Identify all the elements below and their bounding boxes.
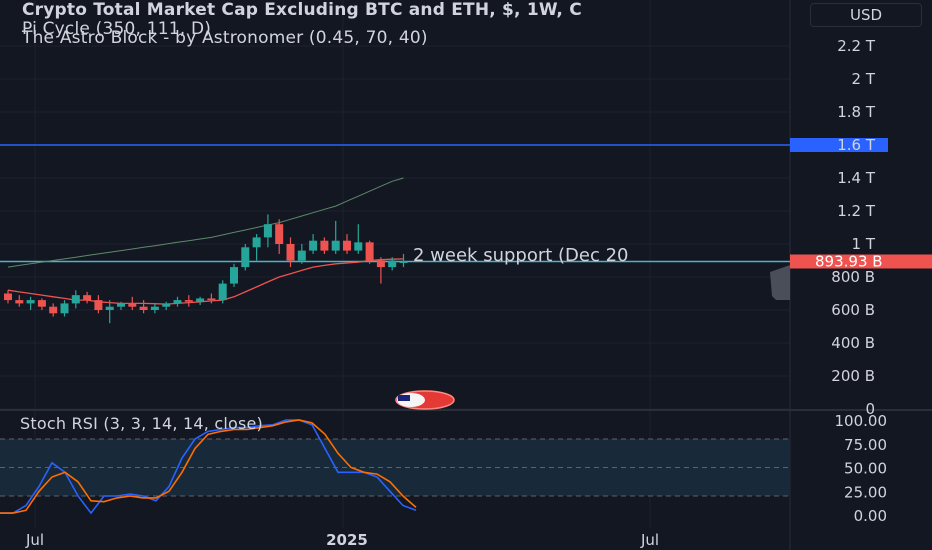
candle-body — [218, 283, 227, 301]
candle-body — [196, 298, 205, 302]
candle-body — [150, 306, 159, 310]
indicator-astro-block[interactable]: The Astro Block - by Astronomer (0.45, 7… — [22, 28, 428, 48]
current-price-tag — [790, 254, 932, 269]
candles — [4, 214, 408, 324]
candle-body — [94, 300, 103, 310]
candle-body — [173, 300, 182, 304]
candle-body — [26, 300, 35, 304]
stoch-rsi-title[interactable]: Stoch RSI (3, 3, 14, 14, close) — [20, 414, 263, 433]
chart-title: Crypto Total Market Cap Excluding BTC an… — [22, 0, 582, 20]
stoch-rsi-plot — [0, 419, 417, 515]
candle-body — [230, 267, 238, 284]
stoch-tick-label: 50.00 — [844, 460, 887, 478]
indicator-lines — [0, 144, 790, 305]
candle-body — [365, 242, 374, 261]
currency-button[interactable]: USD — [810, 3, 922, 27]
stoch-tick-label: 0.00 — [854, 507, 887, 525]
candle-body — [37, 300, 46, 307]
price-tick-label: 2.2 T — [837, 37, 876, 55]
candle-body — [4, 293, 12, 301]
support-annotation: 2 week support (Dec 20 — [413, 245, 629, 266]
candle-body — [252, 237, 261, 248]
stoch-tick-label: 100.00 — [835, 412, 888, 430]
price-tick-label: 600 B — [831, 301, 875, 319]
candle-body — [15, 300, 24, 304]
candle-body — [71, 295, 80, 304]
candle-body — [117, 303, 125, 307]
candle-body — [286, 244, 295, 261]
candle-body — [275, 224, 284, 244]
candle-body — [60, 303, 69, 314]
candle-body — [241, 247, 250, 268]
indicator-pi-cycle[interactable]: Pi Cycle (350, 111, D) — [22, 19, 212, 39]
candle-body — [331, 240, 340, 251]
candle-body — [309, 240, 318, 251]
price-tick-label: 800 B — [831, 268, 875, 286]
candle-body — [83, 295, 92, 301]
candle-body — [376, 260, 385, 268]
price-tick-label: 1.4 T — [837, 169, 876, 187]
stoch-d-line — [0, 419, 417, 514]
candle-body — [207, 298, 216, 301]
time-axis[interactable]: Jul 2025 Jul — [25, 531, 659, 549]
time-label: Jul — [25, 531, 44, 549]
price-tick-label: 1.6 T — [837, 136, 876, 154]
stoch-tick-label: 25.00 — [844, 483, 887, 501]
price-tick-label: 0 — [865, 400, 875, 418]
axis-handle — [770, 265, 790, 300]
candle-body — [399, 261, 408, 263]
price-tick-label: 1.2 T — [837, 202, 876, 220]
time-label: 2025 — [326, 531, 368, 549]
candle-body — [320, 240, 329, 251]
stoch-tick-label: 75.00 — [844, 436, 887, 454]
candle-body — [49, 306, 58, 314]
candle-body — [139, 306, 148, 310]
price-tick-label: 2 T — [852, 70, 876, 88]
candle-body — [354, 242, 363, 251]
candle-body — [105, 306, 114, 310]
price-tick-label: 1 T — [852, 235, 876, 253]
candle-body — [162, 303, 171, 307]
stoch-k-line — [0, 419, 417, 515]
pi-cycle-short-line — [7, 258, 404, 305]
price-tick-label: 1.8 T — [837, 103, 876, 121]
price-tick-label: 400 B — [831, 334, 875, 352]
candle-body — [343, 240, 351, 251]
candle-body — [388, 260, 397, 268]
candle-body — [263, 224, 272, 238]
flag-icon[interactable] — [395, 390, 455, 410]
price-axis[interactable]: 2.2 T 2 T 1.8 T 1.6 T 1.4 T 1.2 T 1 T 800 B 600 … — [770, 37, 932, 525]
candle-body — [184, 300, 193, 302]
current-price-label: 893.93 B — [815, 253, 883, 271]
time-label: Jul — [640, 531, 659, 549]
candle-body — [128, 303, 137, 307]
pi-cycle-long-line — [7, 177, 404, 268]
price-tick-label: 200 B — [831, 367, 875, 385]
candle-body — [297, 250, 306, 261]
highlight-level-tag — [790, 138, 888, 152]
